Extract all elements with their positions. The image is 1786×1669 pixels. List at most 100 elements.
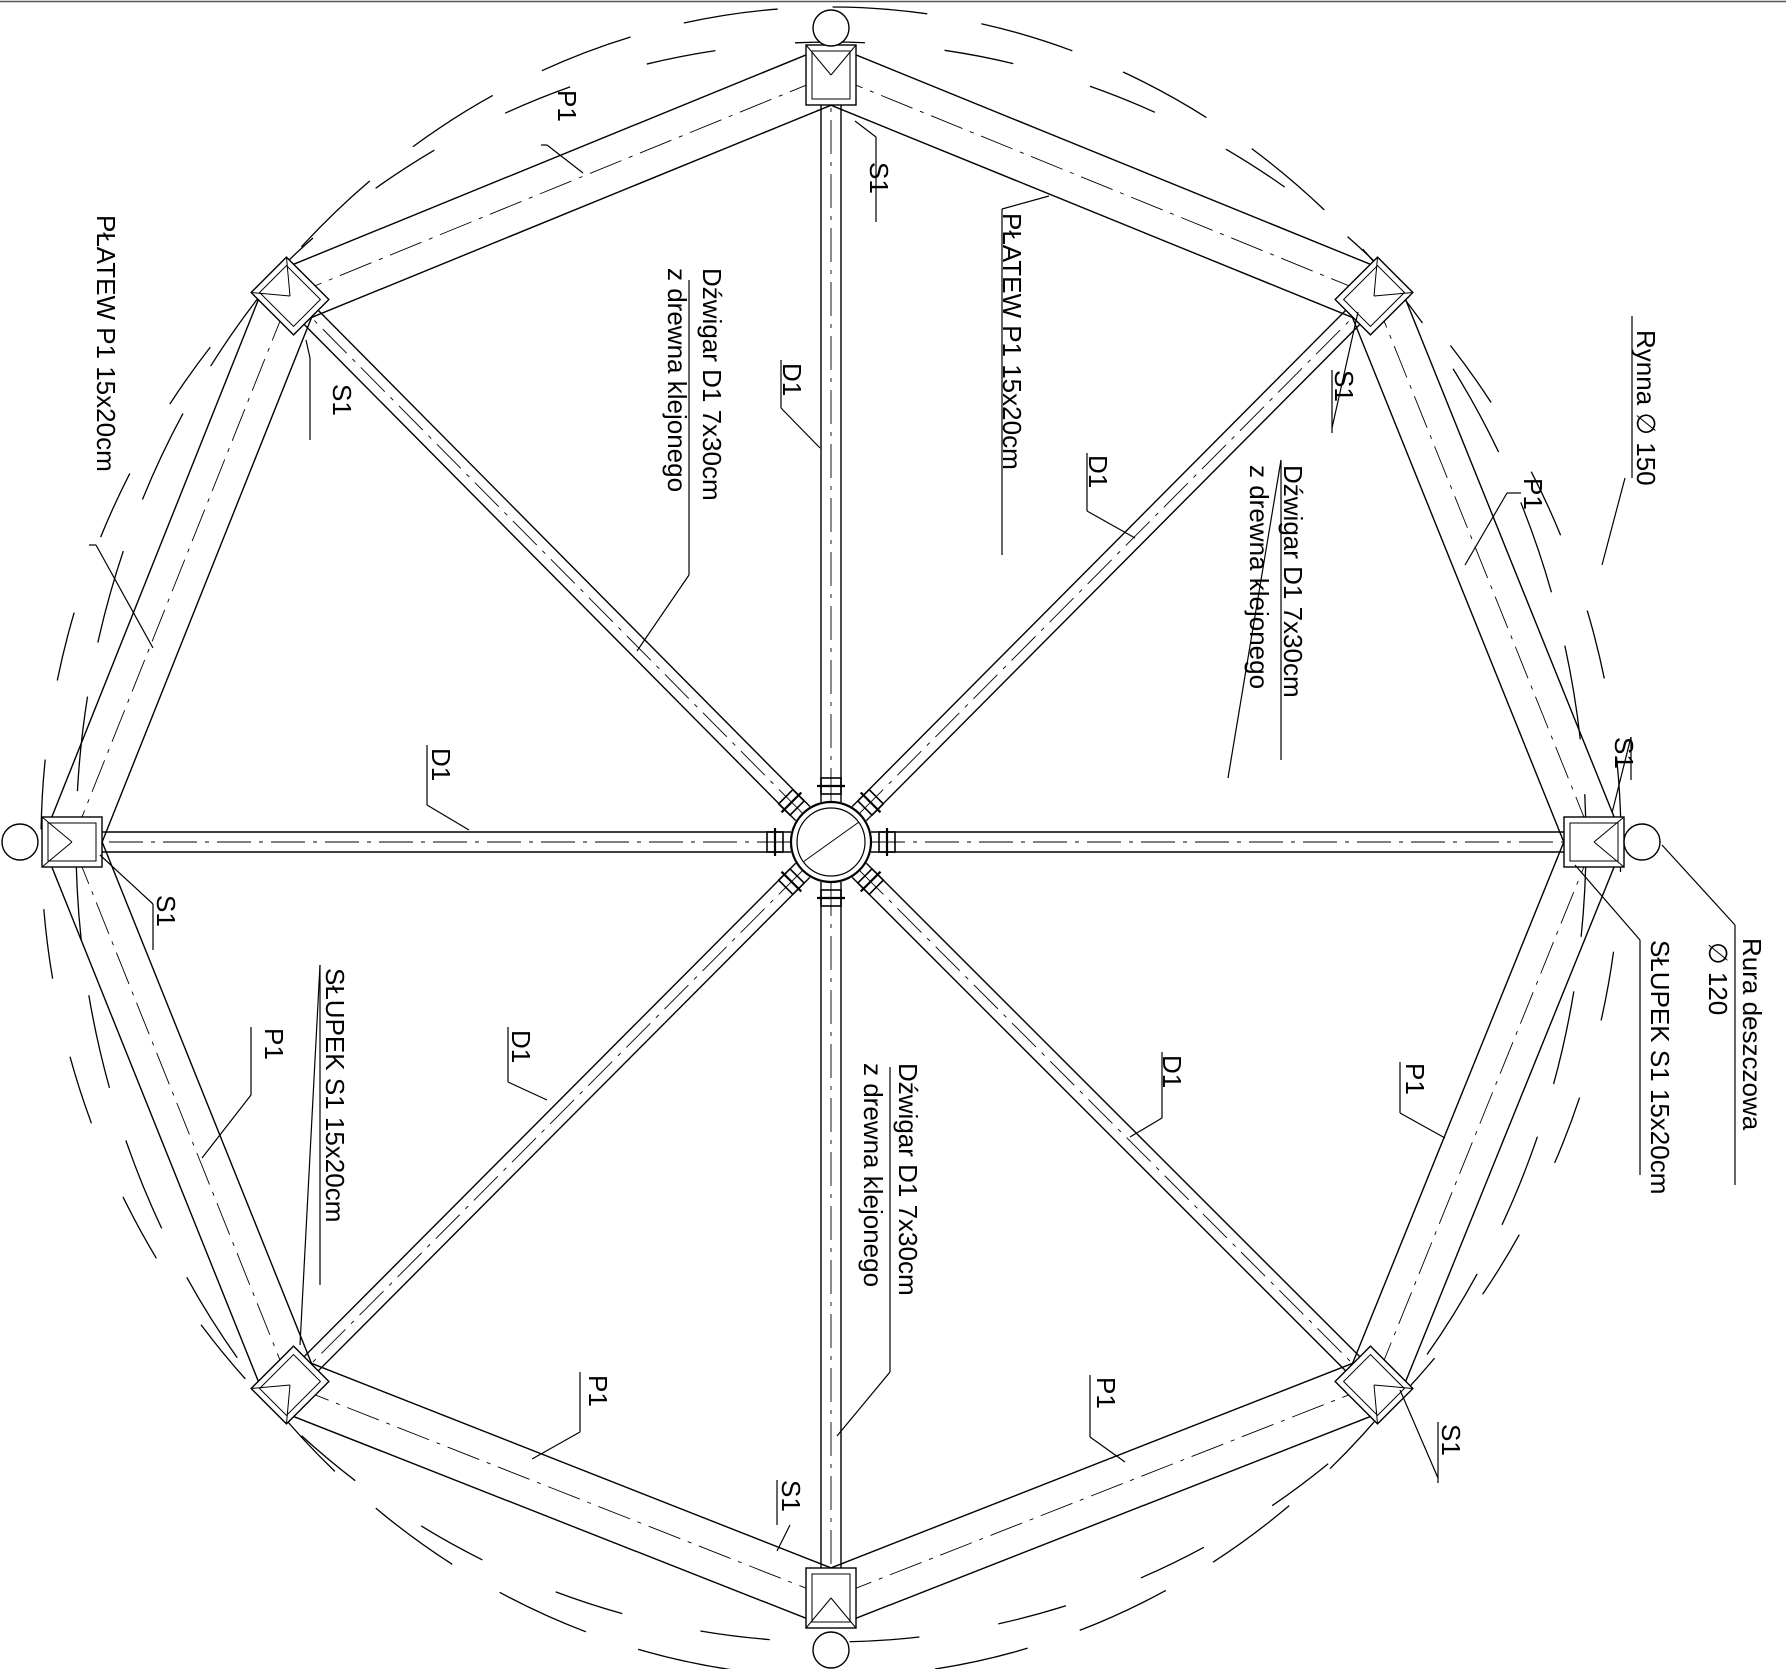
girder-d1-edge — [865, 862, 1382, 1379]
hub-diagonal — [802, 821, 860, 863]
girder-d1-axis — [858, 295, 1375, 814]
purlin-p1-edge — [841, 48, 1385, 271]
purlin-p1-edge — [97, 306, 317, 853]
label-s1: S1 — [776, 1480, 806, 1512]
hub-bolt-bracket — [777, 788, 806, 817]
leader-line — [99, 854, 154, 905]
label-dzwigar-right-1: Dźwigar D1 7x30cm — [1278, 465, 1308, 698]
purlin-p1-axis — [830, 74, 1375, 297]
label-slupek-left: SŁUPEK S1 15x20cm — [320, 968, 350, 1222]
purlin-p1-edge — [45, 285, 265, 832]
purlin-p1-axis — [289, 1384, 832, 1599]
post-s1-diag — [830, 44, 857, 76]
leader-line — [1129, 1117, 1163, 1138]
hub-bolt — [780, 791, 803, 814]
label-slupek-right: SŁUPEK S1 15x20cm — [1645, 940, 1675, 1194]
girder-d1-edge — [296, 288, 811, 808]
leader-line — [1661, 844, 1736, 926]
label-s1: S1 — [1609, 737, 1639, 769]
leader-line — [1089, 1436, 1126, 1463]
label-p1: P1 — [1091, 1377, 1121, 1409]
leader-line — [201, 1094, 252, 1159]
label-d1: D1 — [506, 1030, 536, 1063]
purlin-p1-edge — [300, 100, 842, 323]
purlin-p1-edge — [1347, 831, 1569, 1375]
post-s1 — [250, 256, 330, 336]
leader-line — [1611, 736, 1632, 814]
leader-line — [1464, 492, 1508, 566]
post-s1-diag — [1373, 1384, 1413, 1390]
purlin-p1-edge — [279, 48, 821, 271]
purlin-p1-axis — [71, 295, 291, 843]
label-p1: P1 — [552, 90, 582, 122]
label-platew-left: PŁATEW P1 15x20cm — [91, 215, 121, 472]
leader-line — [1227, 459, 1282, 779]
center-ring-hub — [766, 777, 896, 907]
posts — [41, 44, 1625, 1629]
label-dzwigar-right-2: z drewna klejonego — [1244, 465, 1274, 689]
girder-d1-edge — [282, 862, 797, 1379]
label-s1: S1 — [327, 384, 357, 416]
post-s1-inner — [811, 50, 851, 100]
leader-line — [546, 144, 584, 174]
label-rura-1: Rura deszczowa — [1737, 938, 1767, 1131]
post-s1-diag — [805, 1597, 832, 1629]
leader-line — [836, 1371, 891, 1437]
post-s1-diag — [830, 1597, 857, 1629]
label-d1: D1 — [426, 748, 456, 781]
label-d1: D1 — [1083, 455, 1113, 488]
downpipe-circle — [812, 1631, 850, 1669]
post-s1-inner — [1342, 1353, 1406, 1417]
post-s1-inner — [1569, 822, 1619, 862]
leader-line — [305, 339, 311, 359]
post-s1-diag — [1373, 257, 1379, 297]
leader-line — [1086, 510, 1136, 539]
post-s1-diag — [285, 257, 291, 297]
post-s1-diag — [251, 291, 291, 297]
post-s1-diag — [805, 44, 832, 76]
label-dzwigar-bottom-2: z drewna klejonego — [858, 1063, 888, 1287]
post-s1 — [805, 1567, 857, 1629]
leader-line — [507, 1081, 548, 1101]
leader-line — [95, 544, 154, 649]
leader-line — [1399, 1112, 1446, 1139]
leader-line — [780, 407, 821, 449]
label-dzwigar-top-2: z drewna klejonego — [662, 268, 692, 492]
girder-d1-axis — [289, 870, 804, 1386]
label-rynna: Rynna ∅ 150 — [1631, 330, 1661, 486]
post-s1-diag — [1373, 1384, 1379, 1424]
label-s1: S1 — [151, 895, 181, 927]
leader-line — [1331, 311, 1359, 429]
label-d1: D1 — [1157, 1055, 1187, 1088]
purlin-p1-edge — [300, 1358, 842, 1573]
post-s1-inner — [258, 264, 322, 328]
hub-bolt — [780, 870, 803, 893]
purlin-p1-edge — [1399, 852, 1621, 1396]
girder-d1-edge — [851, 876, 1368, 1393]
leader-line — [531, 1431, 581, 1460]
label-dzwigar-bottom-1: Dźwigar D1 7x30cm — [893, 1063, 923, 1296]
post-s1-inner — [47, 822, 97, 862]
leader-line — [1001, 195, 1050, 210]
post-s1 — [1563, 816, 1625, 868]
hub-inner-ring — [796, 807, 866, 877]
label-p1: P1 — [1400, 1063, 1430, 1095]
label-s1: S1 — [1329, 370, 1359, 402]
hub-bolt-bracket — [777, 867, 806, 896]
label-platew-top: PŁATEW P1 15x20cm — [997, 213, 1027, 470]
leader-lines — [89, 120, 1736, 1552]
girder-d1-edge — [851, 288, 1368, 808]
downpipe-circle — [1623, 823, 1661, 861]
downpipe-circle — [812, 9, 850, 47]
post-s1-inner — [811, 1573, 851, 1623]
leader-line — [776, 1524, 791, 1552]
label-p1: P1 — [1518, 478, 1548, 510]
post-s1-diag — [1593, 816, 1625, 843]
purlin-p1-axis — [830, 1384, 1375, 1599]
post-s1-diag — [1593, 841, 1625, 868]
leader-line — [1601, 477, 1626, 566]
label-d1: D1 — [777, 363, 807, 396]
leader-line — [299, 964, 321, 1346]
purlin-p1-axis — [289, 74, 832, 297]
post-s1 — [41, 816, 103, 868]
